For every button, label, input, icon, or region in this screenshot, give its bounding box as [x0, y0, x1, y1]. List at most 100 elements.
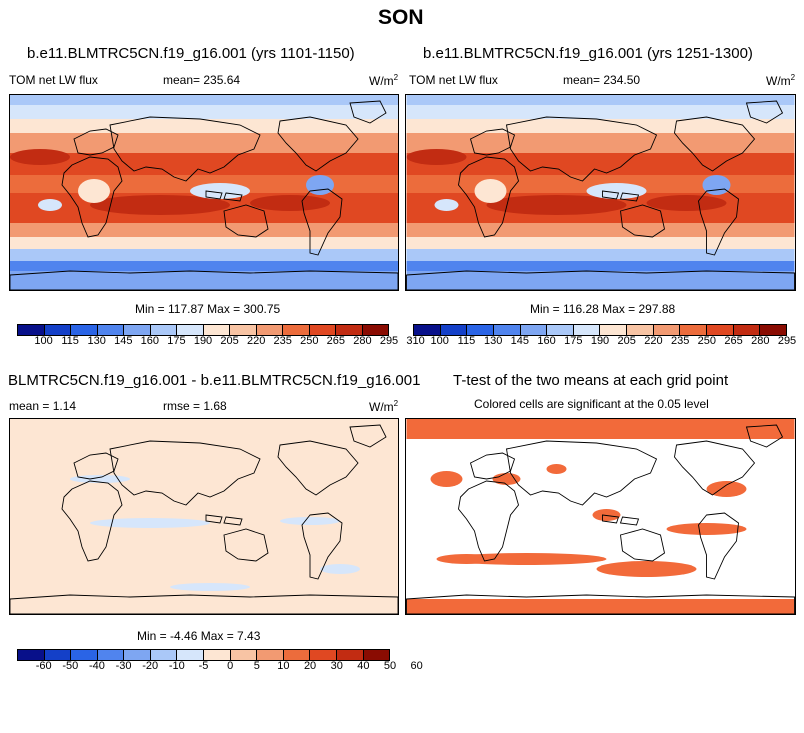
continent-outline [277, 116, 359, 172]
colorbar-swatch [362, 325, 388, 335]
colorbar-swatch [18, 650, 45, 660]
colorbar-tick-label: 310 [406, 335, 425, 347]
colorbar-swatch [310, 650, 337, 660]
colorbar-tick-label: -10 [168, 660, 185, 672]
continent-outline [619, 192, 640, 202]
colorbar-swatch [547, 325, 574, 335]
colorbar-tick-label: -50 [62, 660, 79, 672]
continent-outline [301, 512, 343, 580]
continent-outline [109, 116, 261, 182]
colorbar-tick-label: 235 [273, 335, 292, 347]
panel2-minmax: Min = 116.28 Max = 297.88 [530, 302, 676, 316]
continent-outline [406, 270, 795, 290]
flux-region [38, 199, 62, 211]
season-title: SON [378, 6, 424, 29]
flux-region [280, 517, 340, 525]
continent-outline [505, 116, 658, 182]
colorbar-tick-label: -60 [35, 660, 52, 672]
flux-region [90, 518, 210, 528]
flux-band [406, 119, 795, 133]
colorbar-panel2-ticks: 100 115 130 145 160 175 190 205 220 235 250 265 280 2… [413, 335, 797, 349]
flux-region [646, 195, 727, 211]
continent-outline [223, 528, 269, 562]
colorbar-swatch [440, 325, 468, 335]
flux-region [190, 183, 250, 199]
colorbar-tick-label: 295 [777, 335, 797, 347]
colorbar-tick-label: 145 [114, 335, 133, 347]
flux-region [170, 583, 250, 591]
colorbar-swatch [150, 325, 177, 335]
colorbar-swatch [627, 325, 654, 335]
world-map-icon [10, 95, 398, 290]
colorbar-tick-label: 220 [246, 335, 266, 347]
colorbar-tick-label: 100 [430, 335, 449, 347]
colorbar-tick-label: 20 [303, 660, 317, 672]
colorbar-tick-label: 100 [34, 335, 53, 347]
continent-outline [349, 424, 387, 448]
continent-outline [458, 480, 519, 562]
colorbar-tick-label: 265 [724, 335, 743, 347]
colorbar-tick-label: 0 [227, 660, 234, 672]
colorbar-tick-label: -5 [198, 660, 209, 672]
colorbar-swatch [336, 650, 364, 660]
flux-region [596, 561, 697, 577]
flux-region [474, 179, 507, 203]
colorbar-swatch [733, 325, 761, 335]
world-map-icon [406, 419, 795, 614]
colorbar-tick-label: 10 [277, 660, 290, 672]
colorbar-swatch [97, 650, 125, 660]
colorbar-swatch [256, 325, 283, 335]
flux-region [306, 175, 334, 195]
colorbar-panel1-ticks: 100 115 130 145 160 175 190 205 220 235 250 265 280 2… [17, 335, 424, 349]
colorbar-tick-label: 175 [167, 335, 186, 347]
flux-band [406, 223, 795, 237]
continent-outline [406, 594, 795, 614]
panel3-title: BLMTRC5CN.f19_g16.001 - b.e11.BLMTRC5CN.… [8, 372, 421, 389]
panel1-title: b.e11.BLMTRC5CN.f19_g16.001 (yrs 1101-11… [27, 45, 355, 62]
panel3-rmse: rmse = 1.68 [163, 399, 227, 413]
colorbar-swatch [680, 325, 708, 335]
colorbar-tick-label: 190 [193, 335, 213, 347]
colorbar-tick-label: 220 [644, 335, 663, 347]
continent-outline [61, 480, 123, 562]
continent-outline [620, 528, 666, 562]
continent-outline [223, 204, 269, 238]
colorbar-tick-label: 30 [330, 660, 343, 672]
colorbar-tick-label: 235 [670, 335, 690, 347]
panel4-subtitle: Colored cells are significant at the 0.0… [474, 397, 709, 411]
colorbar-tick-label: 250 [697, 335, 717, 347]
colorbar-swatch [71, 325, 98, 335]
world-map-icon [406, 95, 795, 290]
colorbar-tick-label: 130 [87, 335, 106, 347]
flux-band [406, 95, 795, 105]
colorbar-swatch [600, 325, 628, 335]
colorbar-tick-label: 280 [353, 335, 372, 347]
flux-band [10, 237, 398, 249]
flux-band [406, 419, 795, 439]
flux-region [586, 183, 647, 199]
flux-band [406, 237, 795, 249]
panel1-mean: mean= 235.64 [163, 73, 241, 87]
colorbar-tick-label: -40 [88, 660, 105, 672]
flux-band [10, 133, 398, 153]
colorbar-swatch [230, 325, 257, 335]
colorbar-swatch [44, 650, 72, 660]
colorbar-tick-label: 160 [140, 335, 160, 347]
colorbar-tick-label: 115 [457, 335, 476, 347]
colorbar-swatch [257, 650, 284, 660]
colorbar-panel1 [17, 324, 389, 336]
panel3-units: W/m2 [369, 399, 399, 414]
colorbar-swatch [493, 325, 521, 335]
flux-region [706, 481, 747, 497]
colorbar-swatch [124, 325, 151, 335]
colorbar-swatch [760, 325, 786, 335]
panel1-variable: TOM net LW flux [9, 73, 98, 87]
colorbar-tick-label: 130 [483, 335, 503, 347]
continent-outline [223, 192, 243, 202]
continent-outline [505, 440, 658, 506]
colorbar-swatch [309, 325, 336, 335]
flux-band [406, 105, 795, 119]
panel2-title: b.e11.BLMTRC5CN.f19_g16.001 (yrs 1251-13… [423, 45, 753, 62]
continent-outline [620, 204, 666, 238]
colorbar-tick-label: 175 [564, 335, 583, 347]
